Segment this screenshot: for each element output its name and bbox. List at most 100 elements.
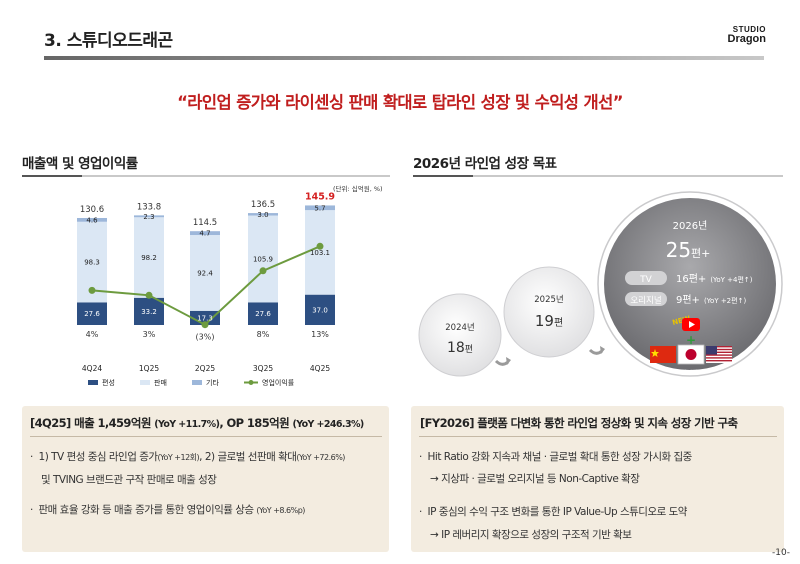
headline: “라인업 증가와 라이센싱 판매 확대로 탑라인 성장 및 수익성 개선” xyxy=(177,93,623,112)
operating-margin-point-3Q25 xyxy=(259,267,267,275)
legend-label-기타: 기타 xyxy=(206,378,219,387)
bar-기타-4Q25 xyxy=(305,205,335,211)
right-box-rule xyxy=(419,436,777,437)
bar-기타-2Q25 xyxy=(190,231,220,236)
bar-기타-4Q24 xyxy=(77,217,107,222)
operating-margin-point-1Q25 xyxy=(145,291,153,299)
operating-margin-point-4Q25 xyxy=(316,242,324,250)
operating-margin-point-2Q25 xyxy=(201,321,209,329)
tv-lineup: 16편+ (YoY +4편↑) xyxy=(676,273,753,285)
left-bullet-2: · 판매 효율 강화 등 매출 증가를 통한 영업이익률 상승 (YoY +8.… xyxy=(30,504,305,516)
original-yoy: (YoY +2편↑) xyxy=(704,296,746,305)
data-label-판매-1Q25: 98.2 xyxy=(141,254,157,262)
bar-기타-3Q25 xyxy=(248,213,278,216)
left-summary-box: [4Q25] 매출 1,459억원 (YoY +11.7%), OP 185억원… xyxy=(22,406,389,552)
bar-편성-1Q25 xyxy=(134,297,164,325)
category-label-2Q25: 2Q25 xyxy=(195,364,215,373)
tv-yoy: (YoY +4편↑) xyxy=(710,275,752,284)
right-bullet-1-sub: → 지상파 · 글로벌 오리지널 등 Non-Captive 확장 xyxy=(430,473,640,485)
margin-label-4Q25: 13% xyxy=(311,330,329,339)
circle-2024 xyxy=(418,293,502,377)
more-dots: • • • xyxy=(684,368,698,375)
left-section-title: 매출액 및 영업이익률 xyxy=(22,156,138,172)
data-label-편성-3Q25: 27.6 xyxy=(255,310,271,318)
bar-편성-3Q25 xyxy=(248,302,278,325)
category-label-4Q25: 4Q25 xyxy=(310,364,330,373)
right-bullet-2: · IP 중심의 수익 구조 변화를 통한 IP Value-Up 스튜디오로 … xyxy=(419,506,687,518)
total-label-3Q25: 136.5 xyxy=(251,200,275,210)
data-label-판매-3Q25: 105.9 xyxy=(253,255,273,263)
right-section-title: 2026년 라인업 성장 목표 xyxy=(413,156,557,172)
arrow-head-2-icon xyxy=(600,346,605,354)
left-bullet-2a: 판매 효율 강화 등 매출 증가를 통한 영업이익률 상승 xyxy=(38,504,257,516)
left-bullet-1a: 1) TV 편성 중심 라인업 증가 xyxy=(38,451,159,463)
left-bullet-1: · 1) TV 편성 중심 라인업 증가(YoY +12회), 2) 글로벌 선… xyxy=(30,451,345,463)
left-bullet-2a-sub: (YoY +8.6%p) xyxy=(256,506,305,515)
legend-swatch-편성 xyxy=(88,380,98,385)
right-bullet-1: · Hit Ratio 강화 지속과 채널 · 글로벌 확대 통한 성장 가시화… xyxy=(419,451,692,463)
tv-label: TV xyxy=(639,275,652,285)
year-2025-label: 2025년 xyxy=(534,294,563,305)
data-label-편성-4Q24: 27.6 xyxy=(84,310,100,318)
arrow-2025-2026-icon xyxy=(588,348,603,355)
left-box-title-b: , OP 185억원 xyxy=(219,416,293,430)
left-box-title: [4Q25] 매출 1,459억원 (YoY +11.7%), OP 185억원… xyxy=(30,415,364,431)
youtube-play-icon xyxy=(689,321,695,328)
legend-swatch-판매 xyxy=(140,380,150,385)
total-label-4Q25: 145.9 xyxy=(305,191,335,202)
usa-flag-icon xyxy=(706,346,732,363)
header-divider xyxy=(44,56,764,60)
data-label-판매-4Q24: 98.3 xyxy=(84,259,100,267)
data-label-기타-3Q25: 3.0 xyxy=(257,211,268,219)
bar-편성-4Q25 xyxy=(305,294,335,325)
left-section-underline xyxy=(22,175,390,177)
legend-swatch-기타 xyxy=(192,380,202,385)
arrow-head-1-icon xyxy=(506,357,511,365)
studio-dragon-logo: STUDIO Dragon xyxy=(728,26,767,45)
lineup-2025-unit: 편 xyxy=(554,317,563,329)
lineup-2025-num: 19 xyxy=(535,312,554,330)
data-label-기타-4Q25: 5.7 xyxy=(314,204,325,212)
right-box-title: [FY2026] 플랫폼 다변화 통한 라인업 정상화 및 지속 성장 기반 구… xyxy=(420,416,738,430)
left-box-title-a-sub: (YoY +11.7%) xyxy=(154,419,220,430)
right-summary-box: [FY2026] 플랫폼 다변화 통한 라인업 정상화 및 지속 성장 기반 구… xyxy=(411,406,784,552)
data-label-판매-2Q25: 92.4 xyxy=(197,269,213,277)
left-box-rule xyxy=(30,436,382,437)
arrow-2024-2025-icon xyxy=(494,359,509,366)
bar-판매-4Q25 xyxy=(305,210,335,295)
legend-marker-operating-margin xyxy=(248,380,254,385)
logo-line1: STUDIO xyxy=(732,25,766,34)
total-label-1Q25: 133.8 xyxy=(137,202,161,212)
page-title: 3. 스튜디오드래곤 xyxy=(44,31,173,51)
legend-label-편성: 편성 xyxy=(102,378,115,387)
right-section-underline xyxy=(413,175,783,177)
tv-pill xyxy=(625,271,667,285)
china-flag-icon xyxy=(650,346,676,363)
data-label-편성-1Q25: 33.2 xyxy=(141,308,157,316)
left-box-title-a: [4Q25] 매출 1,459억원 xyxy=(30,416,155,430)
left-bullet-1a-sub: (YoY +12회) xyxy=(157,453,200,462)
data-label-기타-4Q24: 4.6 xyxy=(86,216,98,224)
bar-판매-3Q25 xyxy=(248,215,278,303)
circle-2026 xyxy=(604,198,776,370)
margin-label-1Q25: 3% xyxy=(143,330,156,339)
original-label: 오리지널 xyxy=(630,296,661,306)
lineup-2025-value: 19편 xyxy=(535,312,563,330)
legend-label-판매: 판매 xyxy=(154,378,167,387)
data-label-편성-4Q25: 37.0 xyxy=(312,306,328,314)
lineup-graphic: 2024년 18편 2025년 19편 2026년 25편+ TV 16편+ (Y… xyxy=(418,191,783,377)
data-label-편성-2Q25: 17.3 xyxy=(197,314,213,322)
data-label-기타-2Q25: 4.7 xyxy=(199,230,210,238)
legend-label-operating-margin: 영업이익률 xyxy=(262,378,295,387)
japan-flag-icon xyxy=(677,344,705,365)
margin-label-4Q24: 4% xyxy=(86,330,99,339)
lineup-2024-value: 18편 xyxy=(447,340,473,356)
data-label-기타-1Q25: 2.3 xyxy=(143,213,154,221)
lineup-2026-num: 25 xyxy=(666,238,691,262)
logo-line2: Dragon xyxy=(727,33,767,45)
bar-판매-2Q25 xyxy=(190,235,220,311)
original-value: 9편+ xyxy=(676,294,700,306)
total-label-4Q24: 130.6 xyxy=(80,205,104,215)
lineup-2024-num: 18 xyxy=(447,340,465,356)
